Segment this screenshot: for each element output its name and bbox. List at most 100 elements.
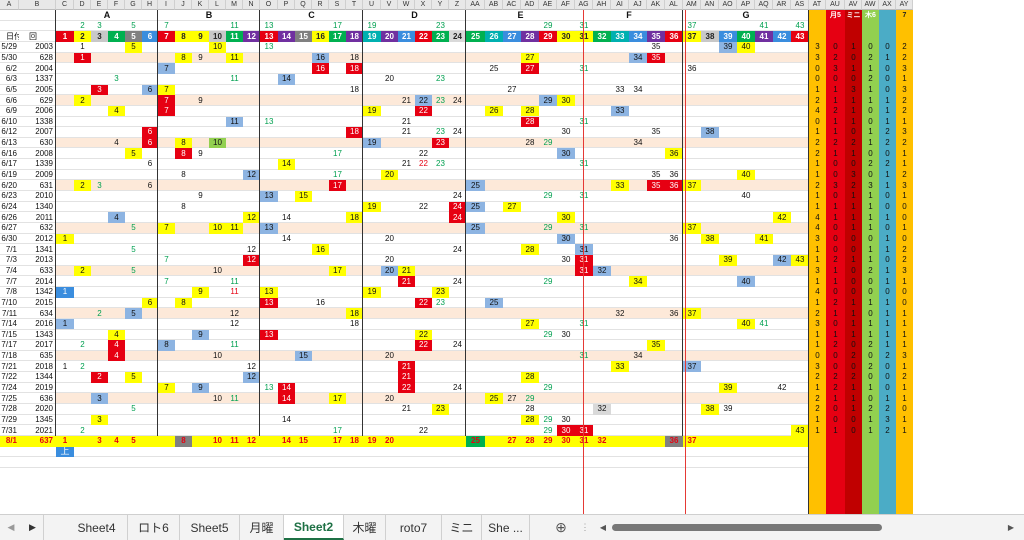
draw-number-cell[interactable]: 37 xyxy=(683,180,701,192)
draw-number-cell[interactable]: 30 xyxy=(561,415,571,424)
draw-number-cell[interactable]: 21 xyxy=(402,404,411,414)
number-header-cell[interactable]: 11 xyxy=(226,31,243,42)
number-header-cell[interactable]: 24 xyxy=(449,31,466,42)
number-header-cell[interactable]: 19 xyxy=(363,31,381,42)
summary-count-cell[interactable]: 1 xyxy=(868,127,873,137)
summary-count-cell[interactable]: 1 xyxy=(885,180,890,190)
summary-count-cell[interactable]: 0 xyxy=(868,351,873,361)
date-cell[interactable]: 6/26 xyxy=(1,212,17,222)
date-cell[interactable]: 7/1 xyxy=(5,244,17,254)
summary-count-cell[interactable]: 2 xyxy=(885,404,890,414)
summary-count-cell[interactable]: 1 xyxy=(902,415,907,424)
summary-count-cell[interactable]: 0 xyxy=(851,159,856,169)
draw-number-cell[interactable]: 4 xyxy=(114,138,119,148)
summary-count-cell[interactable]: 0 xyxy=(885,372,890,382)
summary-count-cell[interactable]: 1 xyxy=(885,340,890,350)
total-number-cell[interactable]: 3 xyxy=(97,436,102,446)
draw-number-cell[interactable]: 42 xyxy=(777,383,787,393)
draw-number-cell[interactable]: 34 xyxy=(629,52,647,64)
date-cell[interactable]: 7/8 xyxy=(5,287,17,297)
draw-number-cell[interactable]: 24 xyxy=(453,127,462,137)
summary-count-cell[interactable]: 2 xyxy=(868,404,873,414)
summary-count-cell[interactable]: 1 xyxy=(815,276,820,286)
total-number-cell[interactable]: 4 xyxy=(114,436,119,446)
summary-count-cell[interactable]: 1 xyxy=(885,106,890,116)
total-number-cell[interactable]: 20 xyxy=(385,436,394,446)
column-header[interactable]: I xyxy=(158,0,175,10)
summary-count-cell[interactable]: 1 xyxy=(851,106,856,116)
summary-count-cell[interactable]: 1 xyxy=(833,308,838,318)
draw-number-cell[interactable]: 13 xyxy=(260,191,278,202)
triangle-left-icon[interactable]: ◀ xyxy=(7,522,15,532)
column-header[interactable]: O xyxy=(260,0,278,10)
draw-number-cell[interactable]: 6 xyxy=(147,180,153,190)
date-cell[interactable]: 7/28 xyxy=(1,404,17,414)
round-cell[interactable]: 2020 xyxy=(35,404,53,414)
summary-count-cell[interactable]: 1 xyxy=(885,308,890,318)
draw-number-cell[interactable]: 29 xyxy=(525,393,535,403)
summary-count-cell[interactable]: 1 xyxy=(815,415,820,424)
summary-count-cell[interactable]: 1 xyxy=(833,212,838,222)
draw-number-cell[interactable]: 28 xyxy=(521,414,539,426)
number-header-cell[interactable]: 21 xyxy=(398,31,415,42)
draw-number-cell[interactable]: 4 xyxy=(108,105,125,117)
draw-number-cell[interactable]: 29 xyxy=(543,223,553,233)
column-header[interactable]: J xyxy=(175,0,192,10)
summary-count-cell[interactable]: 1 xyxy=(868,138,873,148)
draw-number-cell[interactable]: 24 xyxy=(453,244,462,254)
round-cell[interactable]: 633 xyxy=(39,265,53,275)
draw-number-cell[interactable]: 20 xyxy=(385,255,394,265)
total-number-cell[interactable]: 1 xyxy=(62,436,68,446)
summary-count-cell[interactable]: 1 xyxy=(885,297,890,307)
date-cell[interactable]: 6/23 xyxy=(1,191,17,201)
total-number-cell[interactable]: 18 xyxy=(350,436,359,446)
draw-number-cell[interactable]: 24 xyxy=(453,340,462,350)
number-header-cell[interactable]: 12 xyxy=(243,31,260,42)
sheet-tab[interactable]: ロト6 xyxy=(128,515,180,540)
draw-number-cell[interactable]: 35 xyxy=(651,42,661,52)
round-cell[interactable]: 1343 xyxy=(35,329,53,339)
total-number-cell[interactable]: 30 xyxy=(561,436,571,446)
draw-number-cell[interactable]: 38 xyxy=(701,127,719,138)
summary-count-cell[interactable]: 1 xyxy=(815,191,820,201)
summary-count-cell[interactable]: 1 xyxy=(868,63,873,73)
total-number-cell[interactable]: 17 xyxy=(333,436,342,446)
draw-number-cell[interactable]: 18 xyxy=(346,308,363,319)
draw-number-cell[interactable]: 23 xyxy=(436,127,445,137)
column-header[interactable]: AE xyxy=(539,0,557,10)
summary-count-cell[interactable]: 3 xyxy=(885,415,890,424)
summary-count-cell[interactable]: 1 xyxy=(868,223,873,233)
draw-number-cell[interactable]: 3 xyxy=(114,74,119,84)
column-header[interactable]: AN xyxy=(701,0,719,10)
summary-count-cell[interactable]: 1 xyxy=(868,84,873,94)
draw-number-cell[interactable]: 18 xyxy=(350,319,359,329)
number-header-cell[interactable]: 25 xyxy=(466,31,485,42)
summary-count-cell[interactable]: 0 xyxy=(885,202,890,211)
date-cell[interactable]: 5/29 xyxy=(1,42,17,52)
draw-number-cell[interactable]: 5 xyxy=(131,223,136,233)
summary-count-cell[interactable]: 3 xyxy=(902,127,907,137)
total-number-cell[interactable]: 29 xyxy=(543,436,553,446)
total-number-cell[interactable]: 31 xyxy=(579,436,589,446)
summary-count-cell[interactable]: 3 xyxy=(902,180,907,190)
draw-number-cell[interactable]: 22 xyxy=(419,148,428,158)
summary-count-cell[interactable]: 3 xyxy=(815,233,820,243)
date-cell[interactable]: 6/19 xyxy=(1,170,17,180)
round-cell[interactable]: 632 xyxy=(39,223,53,233)
draw-number-cell[interactable]: 16 xyxy=(312,244,329,255)
summary-count-cell[interactable]: 1 xyxy=(851,223,856,233)
date-cell[interactable]: 6/17 xyxy=(1,159,17,169)
draw-number-cell[interactable]: 36 xyxy=(669,308,679,318)
draw-number-cell[interactable]: 8 xyxy=(175,137,192,149)
round-cell[interactable]: 2016 xyxy=(35,319,53,329)
draw-number-cell[interactable]: 22 xyxy=(415,297,432,309)
summary-count-cell[interactable]: 3 xyxy=(815,42,820,52)
draw-number-cell[interactable]: 12 xyxy=(247,244,256,254)
summary-count-cell[interactable]: 1 xyxy=(833,276,838,286)
summary-count-cell[interactable]: 1 xyxy=(885,393,890,403)
summary-count-cell[interactable]: 0 xyxy=(868,372,873,382)
summary-count-cell[interactable]: 1 xyxy=(851,148,856,158)
total-number-cell[interactable]: 25 xyxy=(466,436,485,447)
round-cell[interactable]: 2014 xyxy=(35,276,53,286)
summary-count-cell[interactable]: 0 xyxy=(851,244,856,254)
